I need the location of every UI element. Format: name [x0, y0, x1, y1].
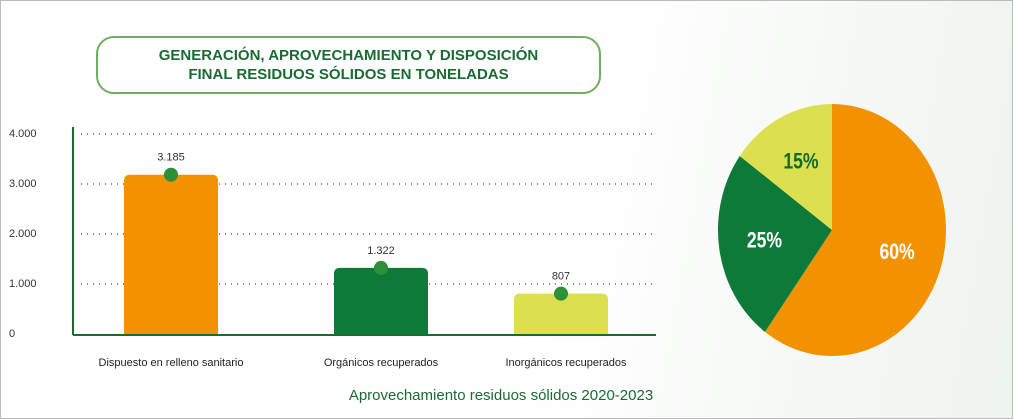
bar-marker [374, 260, 388, 275]
bar-marker [554, 286, 568, 301]
bar [514, 293, 608, 334]
pie-slice [739, 104, 832, 230]
value-label: 807 [552, 271, 570, 283]
x-axis-label: Aprovechamiento residuos sólidos 2020-20… [349, 387, 653, 404]
slice-label: 15% [783, 150, 818, 174]
pie-slice [764, 104, 947, 356]
pie-slice [718, 155, 832, 332]
value-label: 3.185 [157, 152, 185, 164]
y-tick-label: 1.000 [9, 278, 37, 290]
y-tick-label: 4.000 [9, 128, 37, 140]
value-label: 1.322 [367, 245, 395, 257]
x-tick-label: Inorgánicos recuperados [505, 357, 627, 369]
bar [334, 267, 428, 334]
y-tick-label: 3.000 [9, 178, 37, 190]
chart-title: GENERACIÓN, APROVECHAMIENTO Y DISPOSICIÓ… [96, 36, 601, 94]
x-tick-label: Orgánicos recuperados [324, 357, 439, 369]
x-tick-label: Dispuesto en relleno sanitario [99, 357, 244, 369]
bar-marker [164, 167, 178, 182]
slice-label: 60% [879, 240, 914, 264]
bar [124, 174, 218, 334]
slice-label: 25% [747, 229, 782, 253]
y-tick-label: 2.000 [9, 228, 37, 240]
y-tick-label: 0 [9, 328, 15, 340]
